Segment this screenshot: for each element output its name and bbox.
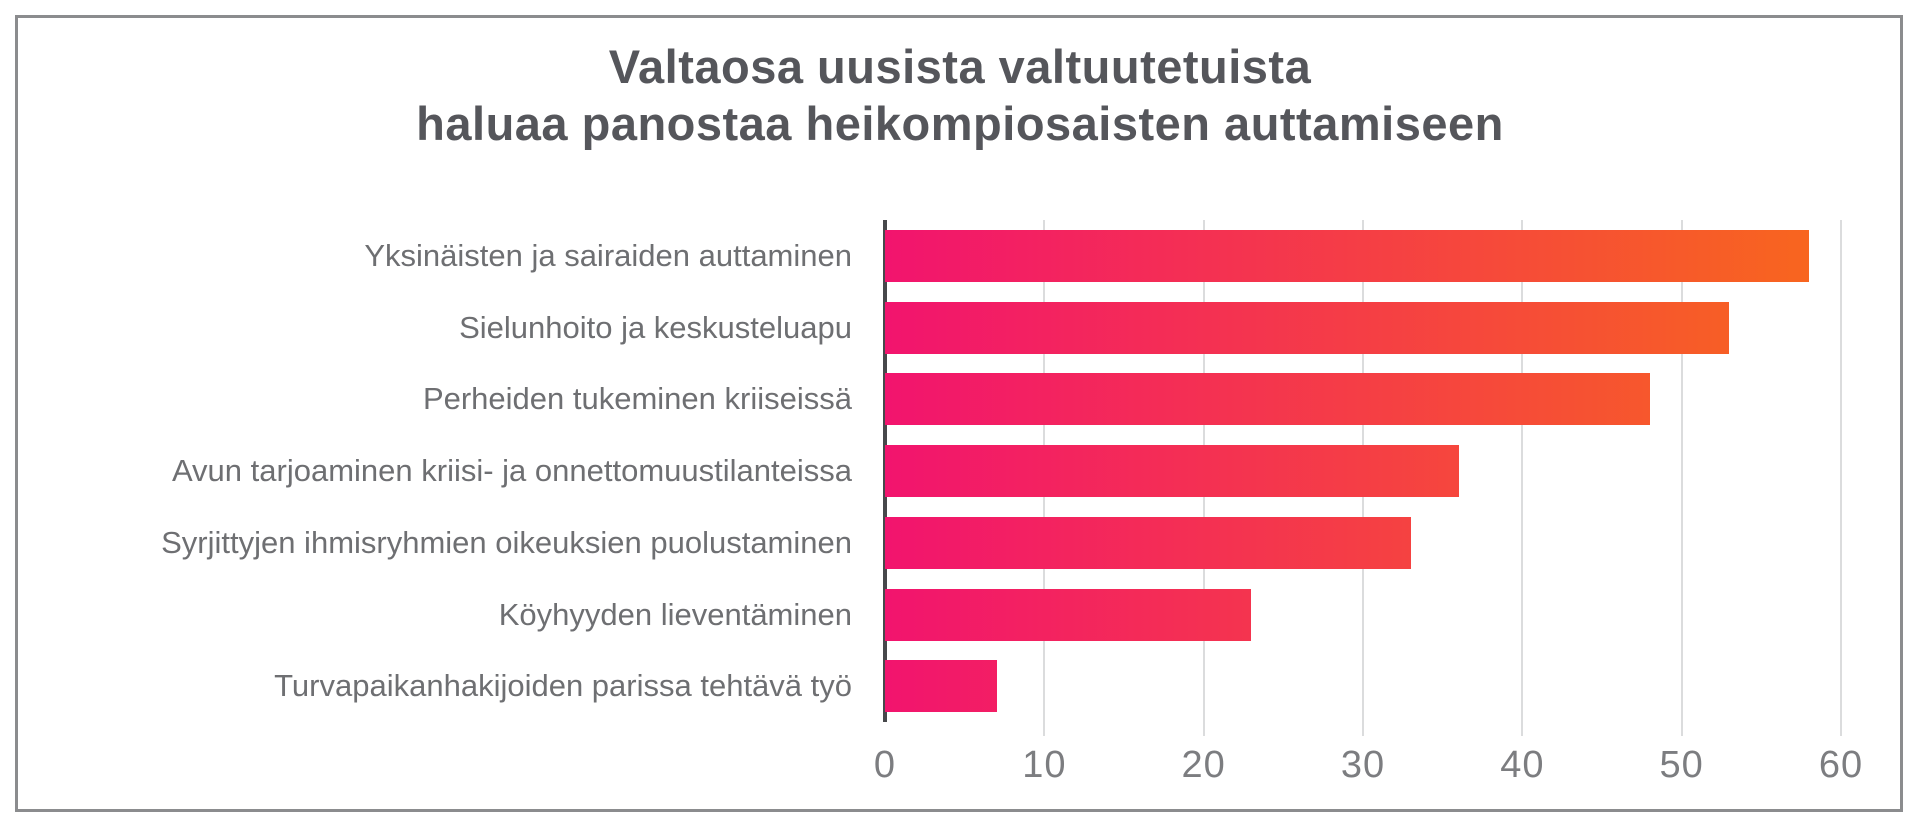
x-axis-tick-labels: 0 10 20 30 40 50 60 bbox=[874, 744, 1880, 804]
category-label: Köyhyyden lieventäminen bbox=[498, 596, 852, 632]
bar-row: Turvapaikanhakijoiden parissa tehtävä ty… bbox=[0, 650, 1920, 722]
chart-title-line1: Valtaosa uusista valtuutetuista bbox=[608, 40, 1312, 93]
bar bbox=[885, 516, 1411, 569]
chart-title: Valtaosa uusista valtuutetuista haluaa p… bbox=[0, 38, 1920, 152]
bar-row: Avun tarjoaminen kriisi- ja onnettomuust… bbox=[0, 435, 1920, 507]
bar-row: Köyhyyden lieventäminen bbox=[0, 579, 1920, 651]
x-gridline bbox=[1840, 220, 1842, 736]
x-tick-label: 40 bbox=[1500, 744, 1545, 786]
x-gridline bbox=[1521, 220, 1524, 736]
plot-area: Yksinäisten ja sairaiden auttaminen Siel… bbox=[0, 220, 1920, 786]
x-tick-label: 50 bbox=[1659, 744, 1704, 786]
bar bbox=[885, 445, 1459, 498]
bar-row: Perheiden tukeminen kriiseissä bbox=[0, 363, 1920, 435]
bar-row: Syrjittyjen ihmisryhmien oikeuksien puol… bbox=[0, 507, 1920, 579]
category-label: Sielunhoito ja keskusteluapu bbox=[459, 309, 852, 345]
x-tick-label: 0 bbox=[873, 744, 897, 786]
category-label: Turvapaikanhakijoiden parissa tehtävä ty… bbox=[274, 668, 852, 704]
bar bbox=[885, 588, 1252, 641]
bar-row: Sielunhoito ja keskusteluapu bbox=[0, 292, 1920, 364]
bar bbox=[885, 230, 1810, 282]
x-gridline bbox=[1680, 220, 1683, 736]
x-tick-label: 60 bbox=[1818, 744, 1864, 786]
x-tick-label: 10 bbox=[1022, 744, 1067, 786]
chart-title-line2: haluaa panostaa heikompiosaisten auttami… bbox=[416, 97, 1504, 150]
x-tick-label: 20 bbox=[1181, 744, 1226, 786]
bar bbox=[885, 301, 1730, 354]
bar-row: Yksinäisten ja sairaiden auttaminen bbox=[0, 220, 1920, 292]
bar bbox=[885, 373, 1650, 426]
bar bbox=[885, 660, 997, 713]
category-label: Syrjittyjen ihmisryhmien oikeuksien puol… bbox=[161, 524, 852, 560]
category-label: Yksinäisten ja sairaiden auttaminen bbox=[364, 238, 852, 273]
category-label: Avun tarjoaminen kriisi- ja onnettomuust… bbox=[171, 453, 852, 489]
x-tick-label: 30 bbox=[1340, 744, 1386, 786]
category-label: Perheiden tukeminen kriiseissä bbox=[422, 381, 852, 417]
